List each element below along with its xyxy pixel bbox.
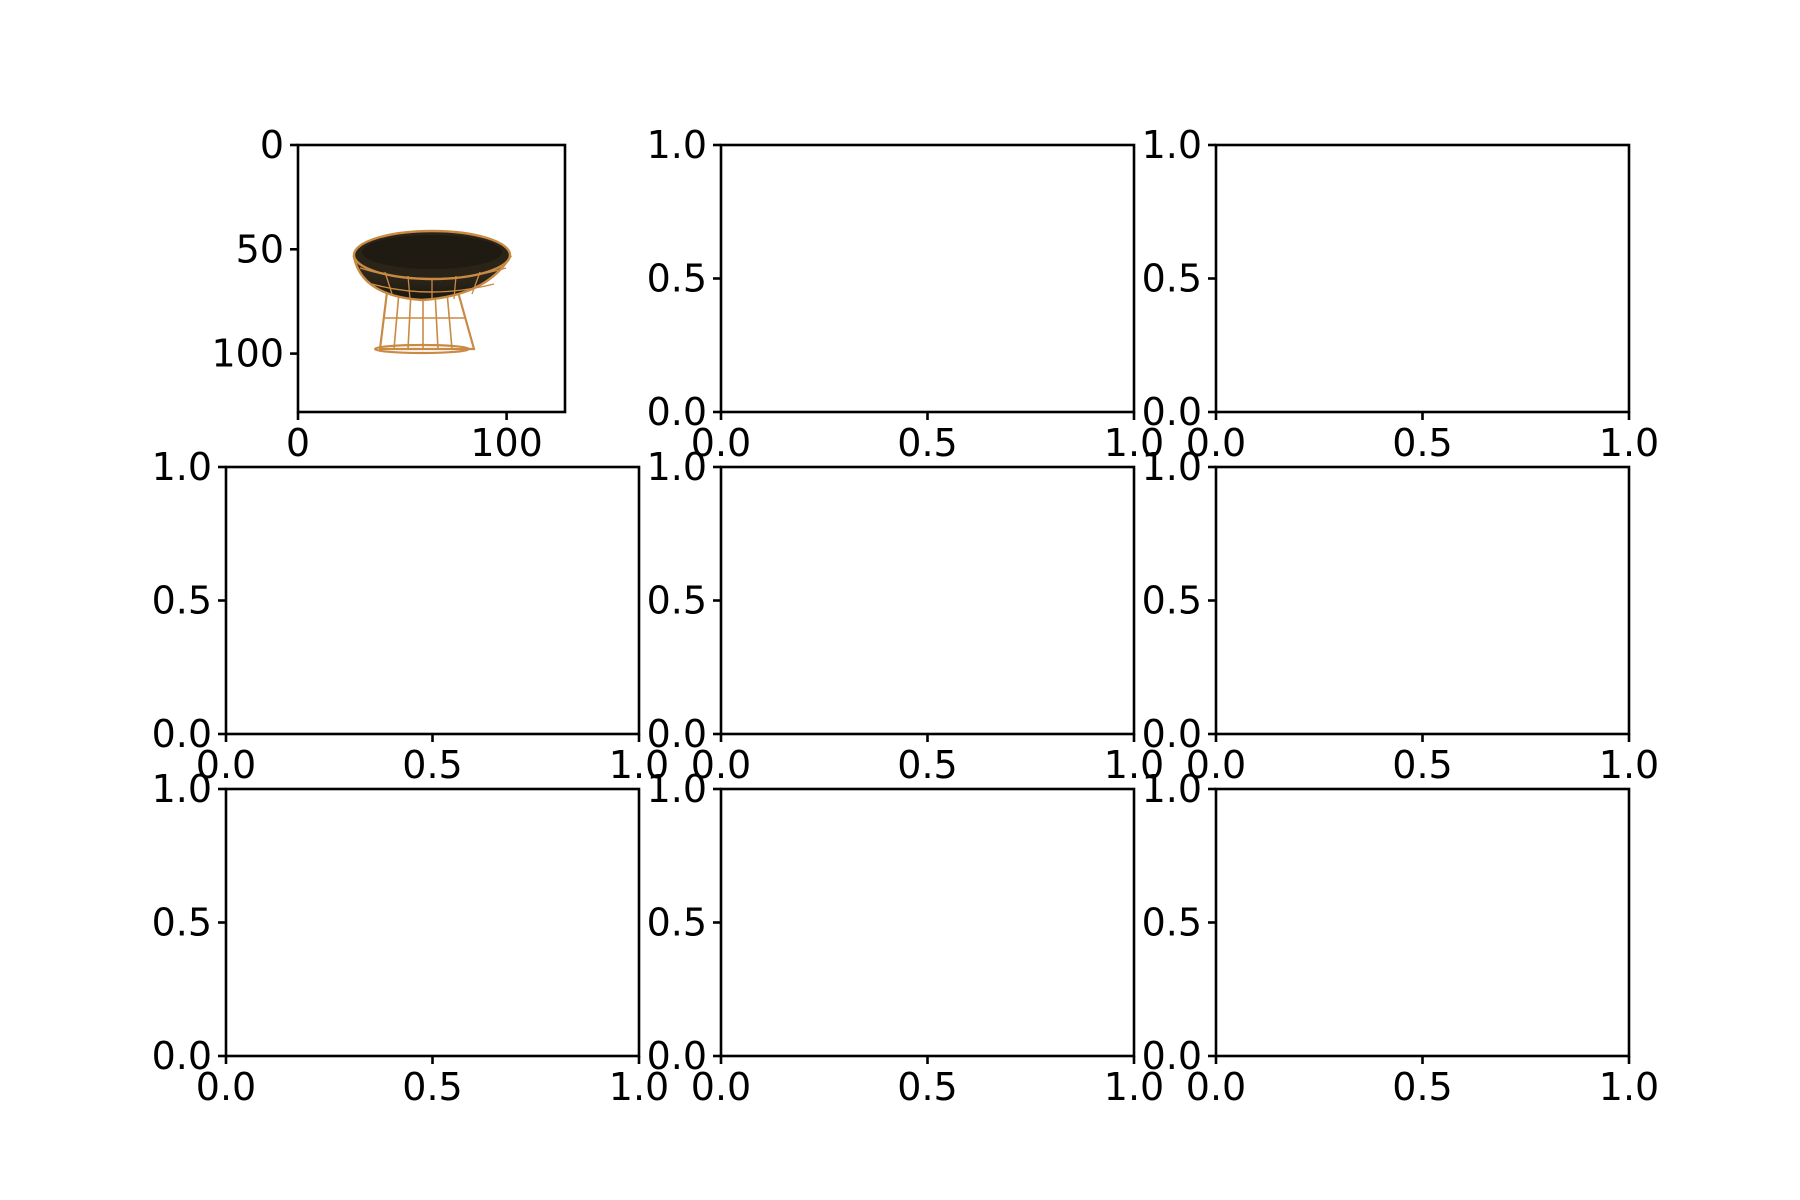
- y-tick-label: 0.5: [647, 901, 707, 945]
- x-tick-label: 0.0: [1186, 1065, 1246, 1109]
- y-tick-label: 0.5: [647, 257, 707, 301]
- y-tick-label: 0: [260, 123, 284, 167]
- axes-frame: [719, 787, 1136, 1058]
- y-tick-label: 50: [236, 227, 284, 271]
- x-tick-label: 0.5: [1392, 421, 1452, 465]
- axes-frame: [719, 143, 1136, 414]
- y-tick-label: 0.0: [152, 1034, 212, 1078]
- x-tick-label: 1.0: [1599, 1065, 1659, 1109]
- y-tick-label: 1.0: [1142, 445, 1202, 489]
- x-tick-label: 0.5: [402, 743, 462, 787]
- subplot-empty: 0.0 0.5 1.0 0.0 0.5 1.0: [152, 445, 670, 787]
- x-tick-label: 0: [286, 421, 310, 465]
- x-tick-label: 100: [470, 421, 543, 465]
- x-tick-label: 1.0: [1104, 421, 1164, 465]
- x-tick-label: 0.5: [897, 743, 957, 787]
- x-tick-label: 0.0: [1186, 421, 1246, 465]
- x-tick-label: 0.0: [1186, 743, 1246, 787]
- y-tick-label: 1.0: [152, 767, 212, 811]
- chair-icon: [352, 229, 513, 355]
- x-tick-label: 1.0: [1104, 743, 1164, 787]
- x-tick-label: 0.0: [691, 421, 751, 465]
- y-tick-label: 0.0: [152, 712, 212, 756]
- x-tick-label: 0.0: [196, 743, 256, 787]
- axes-frame: [1214, 143, 1631, 414]
- axes-frame: [1214, 787, 1631, 1058]
- y-tick-label: 0.0: [1142, 712, 1202, 756]
- subplot-empty: 0.0 0.5 1.0 0.0 0.5 1.0: [647, 123, 1165, 465]
- y-tick-label: 1.0: [647, 123, 707, 167]
- x-tick-label: 1.0: [609, 1065, 669, 1109]
- x-tick-label: 1.0: [1104, 1065, 1164, 1109]
- x-tick-label: 0.0: [691, 1065, 751, 1109]
- x-tick-label: 1.0: [1599, 421, 1659, 465]
- axes-frame: [296, 143, 567, 414]
- x-tick-label: 0.5: [897, 1065, 957, 1109]
- axes-frame: [224, 465, 641, 736]
- y-tick-label: 0.0: [647, 712, 707, 756]
- axes-frame: [719, 465, 1136, 736]
- x-tick-label: 0.0: [691, 743, 751, 787]
- axes-frame: [1214, 465, 1631, 736]
- subplot-empty: 0.0 0.5 1.0 0.0 0.5 1.0: [647, 767, 1165, 1109]
- y-tick-label: 1.0: [647, 767, 707, 811]
- y-tick-label: 100: [211, 332, 284, 376]
- subplot-empty: 0.0 0.5 1.0 0.0 0.5 1.0: [1142, 445, 1660, 787]
- x-tick-label: 0.5: [402, 1065, 462, 1109]
- axes-frame: [224, 787, 641, 1058]
- y-tick-label: 0.0: [1142, 1034, 1202, 1078]
- subplot-empty: 0.0 0.5 1.0 0.0 0.5 1.0: [152, 767, 670, 1109]
- subplot-empty: 0.0 0.5 1.0 0.0 0.5 1.0: [647, 445, 1165, 787]
- y-tick-label: 1.0: [1142, 123, 1202, 167]
- x-tick-label: 0.5: [1392, 1065, 1452, 1109]
- y-tick-label: 0.5: [152, 901, 212, 945]
- y-tick-label: 0.5: [1142, 579, 1202, 623]
- subplot-empty: 0.0 0.5 1.0 0.0 0.5 1.0: [1142, 123, 1660, 465]
- subplot-image: 0 100 0 50 100: [211, 123, 567, 465]
- y-tick-label: 0.0: [1142, 390, 1202, 434]
- y-tick-label: 0.5: [152, 579, 212, 623]
- x-tick-label: 0.5: [897, 421, 957, 465]
- y-tick-label: 1.0: [152, 445, 212, 489]
- subplot-empty: 0.0 0.5 1.0 0.0 0.5 1.0: [1142, 767, 1660, 1109]
- y-tick-label: 1.0: [1142, 767, 1202, 811]
- x-tick-label: 1.0: [609, 743, 669, 787]
- x-tick-label: 1.0: [1599, 743, 1659, 787]
- y-tick-label: 0.5: [1142, 257, 1202, 301]
- x-tick-label: 0.5: [1392, 743, 1452, 787]
- y-tick-label: 0.5: [1142, 901, 1202, 945]
- y-tick-label: 0.5: [647, 579, 707, 623]
- y-tick-label: 1.0: [647, 445, 707, 489]
- y-tick-label: 0.0: [647, 390, 707, 434]
- x-tick-label: 0.0: [196, 1065, 256, 1109]
- y-tick-label: 0.0: [647, 1034, 707, 1078]
